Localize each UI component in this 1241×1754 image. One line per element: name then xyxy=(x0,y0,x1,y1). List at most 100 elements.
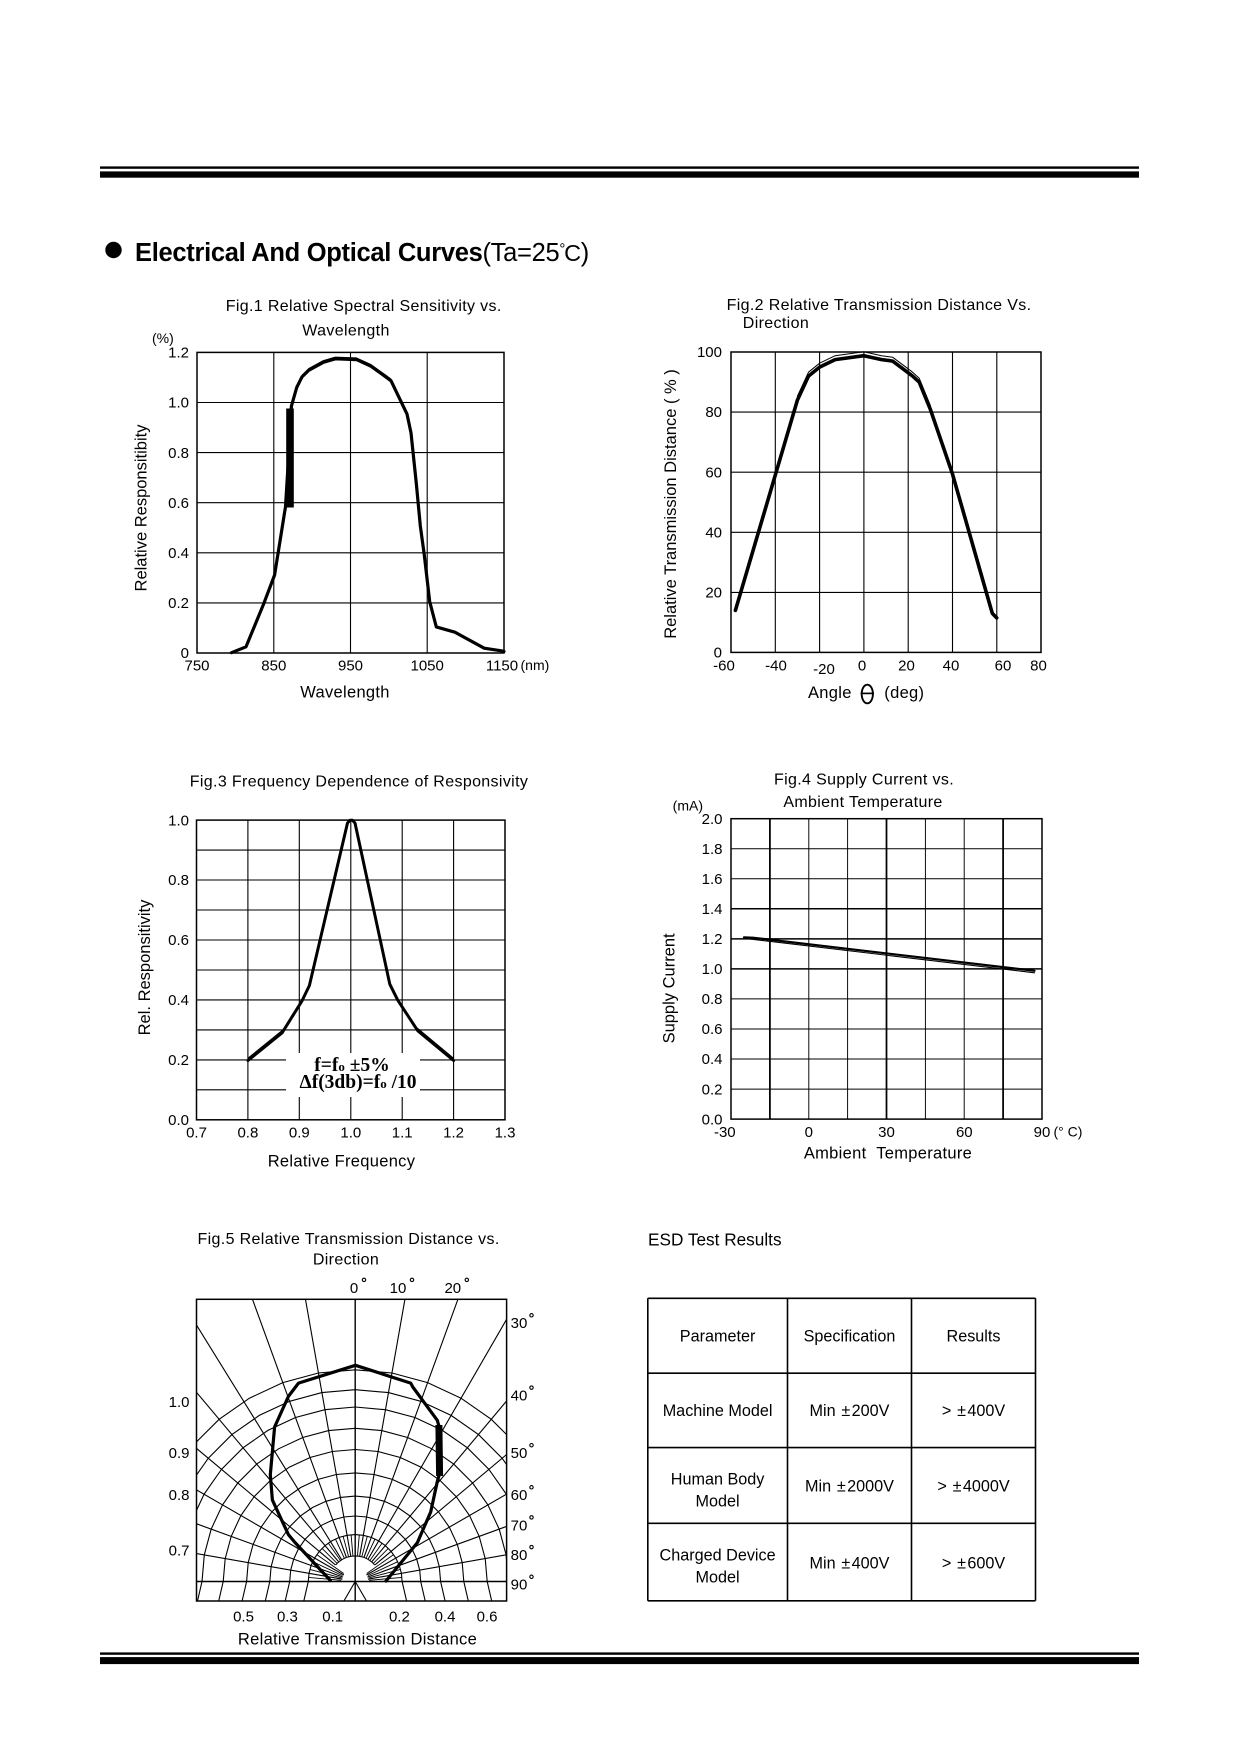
svg-text:-40: -40 xyxy=(765,658,787,675)
svg-text:Rel. Responsitivity: Rel. Responsitivity xyxy=(136,899,154,1035)
svg-text:Direction: Direction xyxy=(313,1252,379,1269)
svg-text:0.7: 0.7 xyxy=(186,1125,207,1142)
svg-text:Ambient Temperature: Ambient Temperature xyxy=(783,794,942,811)
svg-text:40: 40 xyxy=(511,1388,528,1405)
svg-text:> ± 400V: > ± 400V xyxy=(942,1402,1006,1420)
svg-text:-20: -20 xyxy=(813,661,835,678)
svg-text:Supply Current: Supply Current xyxy=(661,933,679,1043)
svg-text:(mA): (mA) xyxy=(673,798,703,814)
svg-text:1.0: 1.0 xyxy=(168,812,189,829)
svg-text:-60: -60 xyxy=(713,658,735,675)
svg-text:(° C): (° C) xyxy=(1054,1123,1083,1139)
svg-text:20: 20 xyxy=(898,658,915,675)
svg-text:Machine Model: Machine Model xyxy=(663,1402,773,1420)
svg-text:Results: Results xyxy=(947,1328,1001,1346)
svg-text:(deg): (deg) xyxy=(884,684,924,702)
svg-text:80: 80 xyxy=(511,1547,528,1564)
svg-text:0: 0 xyxy=(714,645,722,662)
svg-text:60: 60 xyxy=(705,464,722,481)
svg-text:1.2: 1.2 xyxy=(702,931,723,948)
svg-text:Fig.3 Frequency Dependence of: Fig.3 Frequency Dependence of Responsivi… xyxy=(190,774,528,791)
svg-text:Fig.2 Relative Transmission Di: Fig.2 Relative Transmission Distance Vs. xyxy=(727,297,1032,314)
svg-text:70: 70 xyxy=(511,1517,528,1534)
svg-text:0.6: 0.6 xyxy=(477,1609,498,1626)
svg-text:0.8: 0.8 xyxy=(169,1487,190,1504)
svg-text:Relative Frequency: Relative Frequency xyxy=(268,1153,416,1171)
svg-text:90: 90 xyxy=(511,1577,528,1594)
svg-text:1.0: 1.0 xyxy=(340,1125,361,1142)
svg-text:1.2: 1.2 xyxy=(443,1125,464,1142)
svg-text:0.8: 0.8 xyxy=(702,991,723,1008)
svg-text:0.8: 0.8 xyxy=(237,1125,258,1142)
svg-text:Model: Model xyxy=(696,1569,740,1587)
svg-text:50: 50 xyxy=(511,1445,528,1462)
svg-text:Wavelength: Wavelength xyxy=(300,684,390,702)
svg-text:Angle: Angle xyxy=(808,684,852,702)
svg-text:100: 100 xyxy=(697,344,722,361)
svg-text:2.0: 2.0 xyxy=(702,811,723,828)
svg-text:Specification: Specification xyxy=(804,1328,896,1346)
svg-text:90: 90 xyxy=(1034,1124,1051,1141)
svg-text:0.7: 0.7 xyxy=(169,1543,190,1560)
svg-text:30: 30 xyxy=(511,1315,528,1332)
svg-text:0.0: 0.0 xyxy=(168,1112,189,1129)
svg-text:0.2: 0.2 xyxy=(702,1081,723,1098)
svg-text:1.6: 1.6 xyxy=(702,871,723,888)
svg-text:> ± 4000V: > ± 4000V xyxy=(937,1478,1010,1496)
svg-text:0.4: 0.4 xyxy=(435,1609,456,1626)
svg-text:1.0: 1.0 xyxy=(169,1394,190,1411)
svg-text:Ambient Temperature: Ambient Temperature xyxy=(804,1145,972,1163)
svg-text:0: 0 xyxy=(858,658,866,675)
svg-text:0.6: 0.6 xyxy=(168,495,189,512)
svg-text:0.9: 0.9 xyxy=(289,1125,310,1142)
svg-text:1.0: 1.0 xyxy=(702,961,723,978)
svg-text:Wavelength: Wavelength xyxy=(302,323,389,340)
svg-text:80: 80 xyxy=(705,404,722,421)
svg-text:1.8: 1.8 xyxy=(702,841,723,858)
svg-text:0.2: 0.2 xyxy=(168,1052,189,1069)
svg-text:0.2: 0.2 xyxy=(389,1609,410,1626)
svg-text:f=fo ±5%: f=fo ±5% xyxy=(314,1055,389,1076)
svg-text:1.1: 1.1 xyxy=(392,1125,413,1142)
svg-text:0.8: 0.8 xyxy=(168,872,189,889)
svg-text:40: 40 xyxy=(705,524,722,541)
svg-text:0.3: 0.3 xyxy=(277,1609,298,1626)
svg-text:80: 80 xyxy=(1030,658,1047,675)
svg-text:1.4: 1.4 xyxy=(702,901,723,918)
svg-text:10: 10 xyxy=(390,1280,407,1297)
svg-text:Fig.1 Relative Spectral Sensit: Fig.1 Relative Spectral Sensitivity vs. xyxy=(226,298,502,315)
svg-text:> ± 600V: > ± 600V xyxy=(942,1555,1006,1573)
svg-text:0.5: 0.5 xyxy=(233,1609,254,1626)
svg-text:-30: -30 xyxy=(714,1124,736,1141)
svg-text:Min ± 400V: Min ± 400V xyxy=(810,1555,890,1573)
svg-text:950: 950 xyxy=(338,658,363,675)
svg-text:40: 40 xyxy=(943,658,960,675)
svg-text:Relative Transmission Distance: Relative Transmission Distance ( % ) xyxy=(662,369,680,639)
svg-text:0.4: 0.4 xyxy=(168,545,189,562)
svg-text:1.2: 1.2 xyxy=(168,345,189,362)
svg-text:Fig.5 Relative Transmission Di: Fig.5 Relative Transmission Distance vs. xyxy=(198,1231,500,1248)
svg-text:0.2: 0.2 xyxy=(168,595,189,612)
svg-text:0: 0 xyxy=(350,1280,358,1297)
svg-text:(nm): (nm) xyxy=(521,657,550,673)
svg-text:Fig.4 Supply Current vs.: Fig.4 Supply Current vs. xyxy=(774,772,954,789)
svg-text:20: 20 xyxy=(444,1280,461,1297)
svg-text:60: 60 xyxy=(511,1487,528,1504)
svg-text:Electrical And Optical Curves(: Electrical And Optical Curves(Ta=25°C) xyxy=(135,239,589,267)
svg-text:0: 0 xyxy=(805,1124,813,1141)
svg-text:20: 20 xyxy=(705,585,722,602)
svg-text:Min ± 200V: Min ± 200V xyxy=(810,1402,890,1420)
svg-text:0.1: 0.1 xyxy=(322,1609,343,1626)
svg-text:30: 30 xyxy=(878,1124,895,1141)
svg-text:Human Body: Human Body xyxy=(671,1471,765,1489)
svg-text:0.8: 0.8 xyxy=(168,445,189,462)
svg-text:60: 60 xyxy=(995,658,1012,675)
svg-text:Parameter: Parameter xyxy=(680,1328,756,1346)
svg-text:750: 750 xyxy=(184,658,209,675)
svg-text:1.0: 1.0 xyxy=(168,395,189,412)
svg-text:850: 850 xyxy=(261,658,286,675)
svg-text:0.4: 0.4 xyxy=(702,1051,723,1068)
svg-text:Relative Transmission Distance: Relative Transmission Distance xyxy=(238,1631,477,1649)
svg-text:Model: Model xyxy=(696,1493,740,1511)
svg-text:1050: 1050 xyxy=(411,658,444,675)
